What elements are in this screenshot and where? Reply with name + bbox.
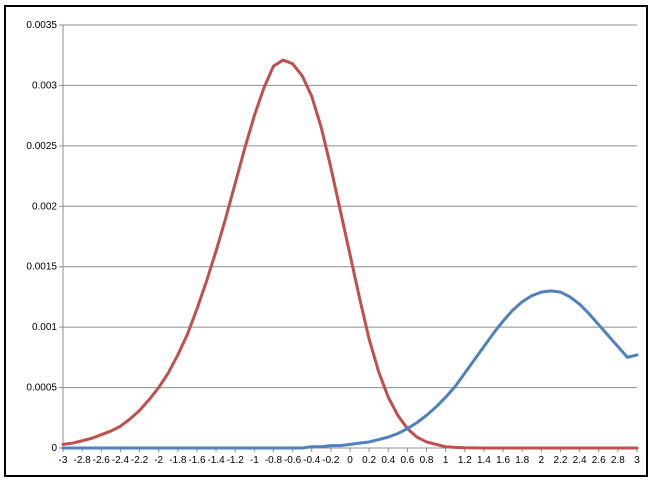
x-tick-label: 2.6 [592, 455, 606, 466]
x-tick-label: 1.8 [515, 455, 529, 466]
x-tick-label: 3 [634, 455, 640, 466]
x-tick-label: 0.6 [400, 455, 414, 466]
x-tick-label: -1.4 [207, 455, 225, 466]
x-tick-label: -2 [154, 455, 163, 466]
x-tick-label: 1 [443, 455, 449, 466]
y-tick-label: 0.0015 [26, 262, 57, 273]
x-tick-label: 2.2 [554, 455, 568, 466]
x-tick-label: -1 [250, 455, 259, 466]
x-tick-label: 0.2 [362, 455, 376, 466]
x-tick-label: 2 [539, 455, 545, 466]
x-tick-label: -3 [59, 455, 68, 466]
x-tick-label: 0 [347, 455, 353, 466]
y-tick-label: 0.0005 [26, 383, 57, 394]
x-tick-label: -2.6 [93, 455, 111, 466]
x-tick-label: -1.8 [169, 455, 187, 466]
y-tick-label: 0.002 [32, 201, 57, 212]
x-tick-label: 1.4 [477, 455, 491, 466]
x-tick-label: -1.2 [227, 455, 245, 466]
x-tick-label: 2.8 [611, 455, 625, 466]
x-tick-label: -2.4 [112, 455, 130, 466]
y-tick-label: 0.0035 [26, 20, 57, 31]
y-tick-label: 0.001 [32, 322, 57, 333]
x-tick-label: 0.8 [420, 455, 434, 466]
y-tick-label: 0 [51, 443, 57, 454]
x-tick-label: 1.6 [496, 455, 510, 466]
x-tick-label: -0.6 [284, 455, 302, 466]
x-tick-label: -0.4 [303, 455, 321, 466]
x-tick-label: -0.8 [265, 455, 283, 466]
x-tick-label: 1.2 [458, 455, 472, 466]
x-tick-label: -2.8 [74, 455, 92, 466]
x-tick-label: -2.2 [131, 455, 149, 466]
x-tick-label: -0.2 [322, 455, 340, 466]
x-tick-label: 0.4 [381, 455, 395, 466]
y-tick-label: 0.003 [32, 80, 57, 91]
y-tick-label: 0.0025 [26, 141, 57, 152]
series-line-2 [61, 289, 639, 450]
x-tick-label: 2.4 [573, 455, 587, 466]
chart-frame [4, 5, 648, 477]
series-line-1 [61, 58, 639, 450]
x-tick-label: -1.6 [188, 455, 206, 466]
